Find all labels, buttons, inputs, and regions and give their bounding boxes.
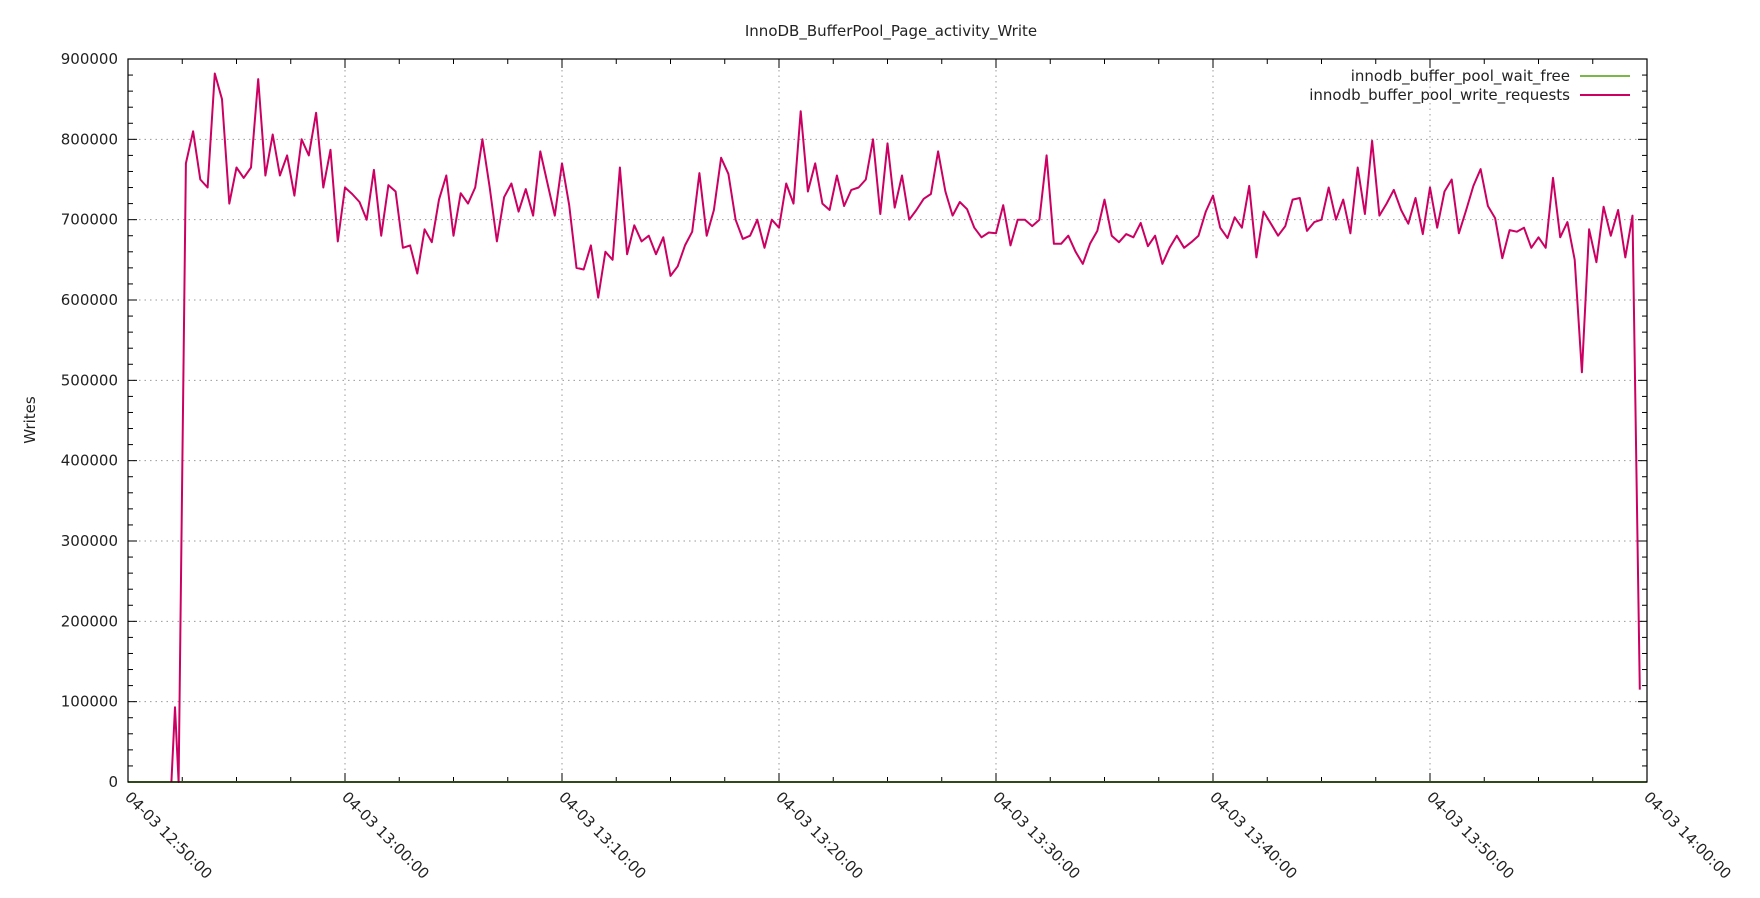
y-tick-label: 900000 [61,50,118,68]
x-tick-label: 04-03 12:50:00 [121,788,216,883]
x-tick-label: 04-03 14:00:00 [1640,788,1735,883]
y-tick-label: 700000 [61,211,118,229]
legend-label: innodb_buffer_pool_wait_free [1351,67,1570,86]
y-tick-label: 300000 [61,532,118,550]
x-tick-label: 04-03 13:10:00 [555,788,650,883]
series-lines [128,72,1647,783]
axis-ticks [127,58,1648,783]
series-line-innodb-buffer-pool-write-requests [170,72,1641,783]
y-tick-label: 200000 [61,612,118,630]
chart-title: InnoDB_BufferPool_Page_activity_Write [745,22,1037,41]
y-tick-label: 500000 [61,371,118,389]
x-tick-label: 04-03 13:30:00 [989,788,1084,883]
y-tick-label: 800000 [61,130,118,148]
legend: innodb_buffer_pool_wait_freeinnodb_buffe… [1309,67,1630,105]
grid [128,59,1647,782]
plot-frame [127,58,1648,783]
y-tick-label: 100000 [61,693,118,711]
x-tick-label: 04-03 13:20:00 [772,788,867,883]
y-tick-label: 600000 [61,291,118,309]
x-tick-label: 04-03 13:50:00 [1423,788,1518,883]
x-tick-labels: 04-03 12:50:00 04-03 13:00:00 04-03 13:10:… [121,788,1735,883]
y-axis-label: Writes [21,396,39,444]
y-tick-label: 0 [108,773,118,791]
x-tick-label: 04-03 13:40:00 [1206,788,1301,883]
y-tick-labels: 0 100000 200000 300000 400000 500000 600000 700… [61,50,118,791]
x-tick-label: 04-03 13:00:00 [338,788,433,883]
y-tick-label: 400000 [61,452,118,470]
legend-label: innodb_buffer_pool_write_requests [1309,86,1570,105]
